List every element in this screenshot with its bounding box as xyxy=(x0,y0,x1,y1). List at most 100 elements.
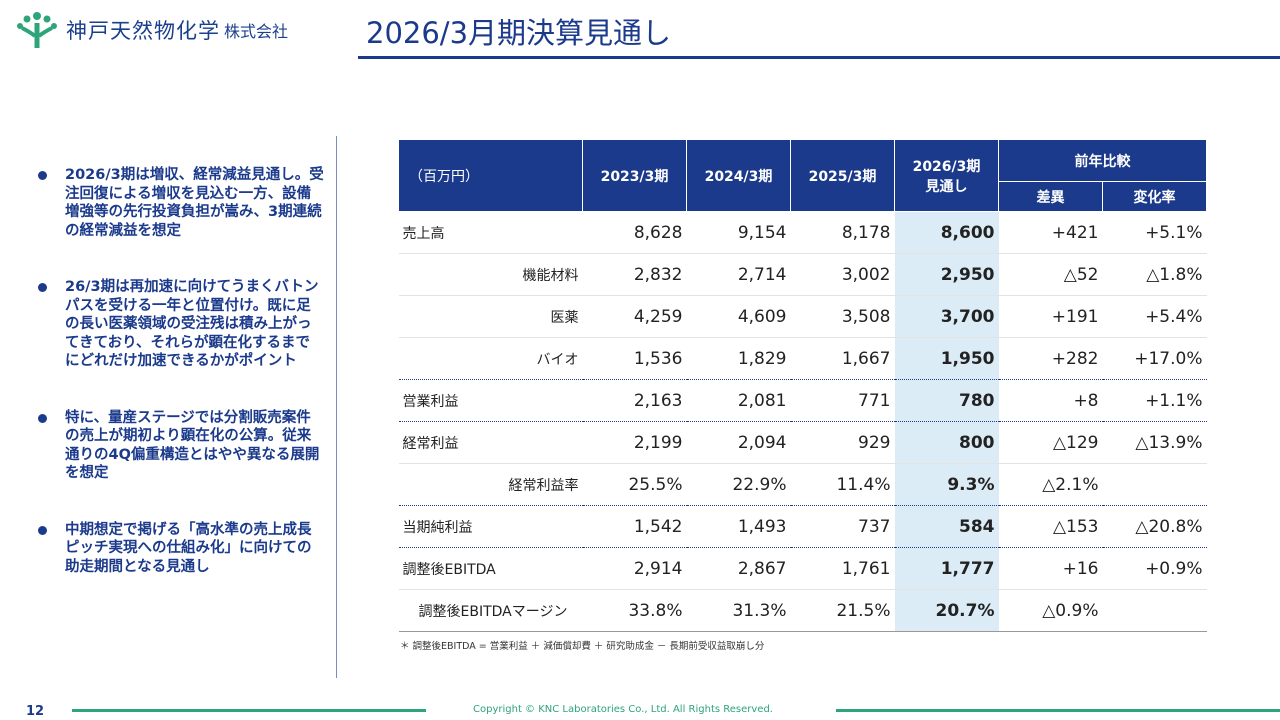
bullet-text: 2026/3期は増収、経常減益見通し。受注回復による増収を見込む一方、設備増強等… xyxy=(65,167,324,239)
cell: 21.5% xyxy=(790,589,895,632)
rate-cell: +5.1% xyxy=(1102,211,1207,254)
cell: 929 xyxy=(790,421,895,464)
rate-cell: +17.0% xyxy=(1102,337,1207,380)
row-label: 医薬 xyxy=(398,295,583,338)
cell: 25.5% xyxy=(582,463,687,506)
cell: 11.4% xyxy=(790,463,895,506)
table-row: 経常利益 2,199 2,094 929 800 △129 △13.9% xyxy=(398,421,1207,464)
cell: 737 xyxy=(790,505,895,548)
table-row: 調整後EBITDA 2,914 2,867 1,761 1,777 +16 +0… xyxy=(398,547,1207,590)
bullet-item: 中期想定で掲げる「高水準の売上成長ピッチ実現への仕組み化」に向けての助走期間とな… xyxy=(38,521,324,577)
diff-cell: △153 xyxy=(998,505,1103,548)
cell: 2,094 xyxy=(686,421,791,464)
cell: 3,002 xyxy=(790,253,895,296)
cell: 9,154 xyxy=(686,211,791,254)
forecast-cell: 2,950 xyxy=(894,253,999,296)
cell: 4,259 xyxy=(582,295,687,338)
row-label: 経常利益 xyxy=(398,421,583,464)
company-name: 神戸天然物化学 xyxy=(66,19,220,43)
row-label: 経常利益率 xyxy=(398,463,583,506)
table-row: 調整後EBITDAマージン 33.8% 31.3% 21.5% 20.7% △0… xyxy=(398,589,1207,632)
financial-table: （百万円） 2023/3期 2024/3期 2025/3期 2026/3期 見通… xyxy=(398,139,1207,632)
forecast-cell: 584 xyxy=(894,505,999,548)
bullet-dot-icon xyxy=(38,171,47,180)
row-label: 機能材料 xyxy=(398,253,583,296)
row-label: 調整後EBITDAマージン xyxy=(398,589,583,632)
forecast-cell: 800 xyxy=(894,421,999,464)
rate-cell: +1.1% xyxy=(1102,379,1207,422)
rate-cell: △20.8% xyxy=(1102,505,1207,548)
cell: 1,493 xyxy=(686,505,791,548)
rate-cell xyxy=(1102,463,1207,506)
bullet-item: 2026/3期は増収、経常減益見通し。受注回復による増収を見込む一方、設備増強等… xyxy=(38,166,324,240)
ebitda-footnote: ＊ 調整後EBITDA = 営業利益 ＋ 減価償却費 ＋ 研究助成金 － 長期前… xyxy=(400,641,765,652)
col-header-2023: 2023/3期 xyxy=(582,139,687,212)
bullet-text: 特に、量産ステージでは分割販売案件の売上が期初より顕在化の公算。従来通りの4Q偏… xyxy=(65,409,320,482)
cell: 2,163 xyxy=(582,379,687,422)
company-suffix: 株式会社 xyxy=(224,22,289,41)
cell: 1,761 xyxy=(790,547,895,590)
diff-cell: +8 xyxy=(998,379,1103,422)
diff-cell: △52 xyxy=(998,253,1103,296)
forecast-cell: 20.7% xyxy=(894,589,999,632)
bullet-text: 26/3期は再加速に向けてうまくバトンパスを受ける一年と位置付け。既に足の長い医… xyxy=(65,279,319,369)
forecast-cell: 780 xyxy=(894,379,999,422)
row-label: 売上高 xyxy=(398,211,583,254)
rate-cell: △1.8% xyxy=(1102,253,1207,296)
forecast-year: 2026/3期 xyxy=(912,158,981,175)
rate-cell xyxy=(1102,589,1207,632)
tree-logo-icon xyxy=(17,12,57,48)
table-row: 経常利益率 25.5% 22.9% 11.4% 9.3% △2.1% xyxy=(398,463,1207,506)
forecast-label: 見通し xyxy=(925,178,968,195)
table-row: 医薬 4,259 4,609 3,508 3,700 +191 +5.4% xyxy=(398,295,1207,338)
company-logo: 神戸天然物化学 株式会社 xyxy=(14,10,288,50)
footer-line-left xyxy=(72,709,426,712)
diff-cell: +421 xyxy=(998,211,1103,254)
col-header-2026-forecast: 2026/3期 見通し xyxy=(894,139,999,212)
vertical-divider xyxy=(336,136,337,678)
table-row: 機能材料 2,832 2,714 3,002 2,950 △52 △1.8% xyxy=(398,253,1207,296)
cell: 33.8% xyxy=(582,589,687,632)
forecast-cell: 1,777 xyxy=(894,547,999,590)
cell: 1,536 xyxy=(582,337,687,380)
cell: 1,829 xyxy=(686,337,791,380)
cell: 22.9% xyxy=(686,463,791,506)
row-label: 調整後EBITDA xyxy=(398,547,583,590)
copyright-text: Copyright © KNC Laboratories Co., Ltd. A… xyxy=(473,704,773,715)
row-label: 営業利益 xyxy=(398,379,583,422)
cell: 1,542 xyxy=(582,505,687,548)
forecast-cell: 8,600 xyxy=(894,211,999,254)
cell: 2,832 xyxy=(582,253,687,296)
cell: 1,667 xyxy=(790,337,895,380)
col-header-2024: 2024/3期 xyxy=(686,139,791,212)
cell: 8,178 xyxy=(790,211,895,254)
cell: 8,628 xyxy=(582,211,687,254)
diff-header: 差異 xyxy=(998,181,1103,212)
page-number: 12 xyxy=(26,704,45,719)
rate-cell: △13.9% xyxy=(1102,421,1207,464)
diff-cell: △129 xyxy=(998,421,1103,464)
cell: 771 xyxy=(790,379,895,422)
cell: 2,714 xyxy=(686,253,791,296)
rate-cell: +5.4% xyxy=(1102,295,1207,338)
footer-line-right xyxy=(836,709,1280,712)
title-underline xyxy=(358,56,1280,59)
cell: 4,609 xyxy=(686,295,791,338)
yoy-header: 前年比較 xyxy=(998,139,1207,182)
cell: 31.3% xyxy=(686,589,791,632)
cell: 2,867 xyxy=(686,547,791,590)
diff-cell: △0.9% xyxy=(998,589,1103,632)
table-row: 当期純利益 1,542 1,493 737 584 △153 △20.8% xyxy=(398,505,1207,548)
bullet-item: 特に、量産ステージでは分割販売案件の売上が期初より顕在化の公算。従来通りの4Q偏… xyxy=(38,409,324,483)
table-row: 営業利益 2,163 2,081 771 780 +8 +1.1% xyxy=(398,379,1207,422)
diff-cell: +16 xyxy=(998,547,1103,590)
row-label: バイオ xyxy=(398,337,583,380)
rate-header: 変化率 xyxy=(1102,181,1207,212)
col-header-2025: 2025/3期 xyxy=(790,139,895,212)
bullet-dot-icon xyxy=(38,283,47,292)
forecast-cell: 9.3% xyxy=(894,463,999,506)
rate-cell: +0.9% xyxy=(1102,547,1207,590)
table-row: バイオ 1,536 1,829 1,667 1,950 +282 +17.0% xyxy=(398,337,1207,380)
table-row: 売上高 8,628 9,154 8,178 8,600 +421 +5.1% xyxy=(398,211,1207,254)
bullet-item: 26/3期は再加速に向けてうまくバトンパスを受ける一年と位置付け。既に足の長い医… xyxy=(38,278,324,371)
